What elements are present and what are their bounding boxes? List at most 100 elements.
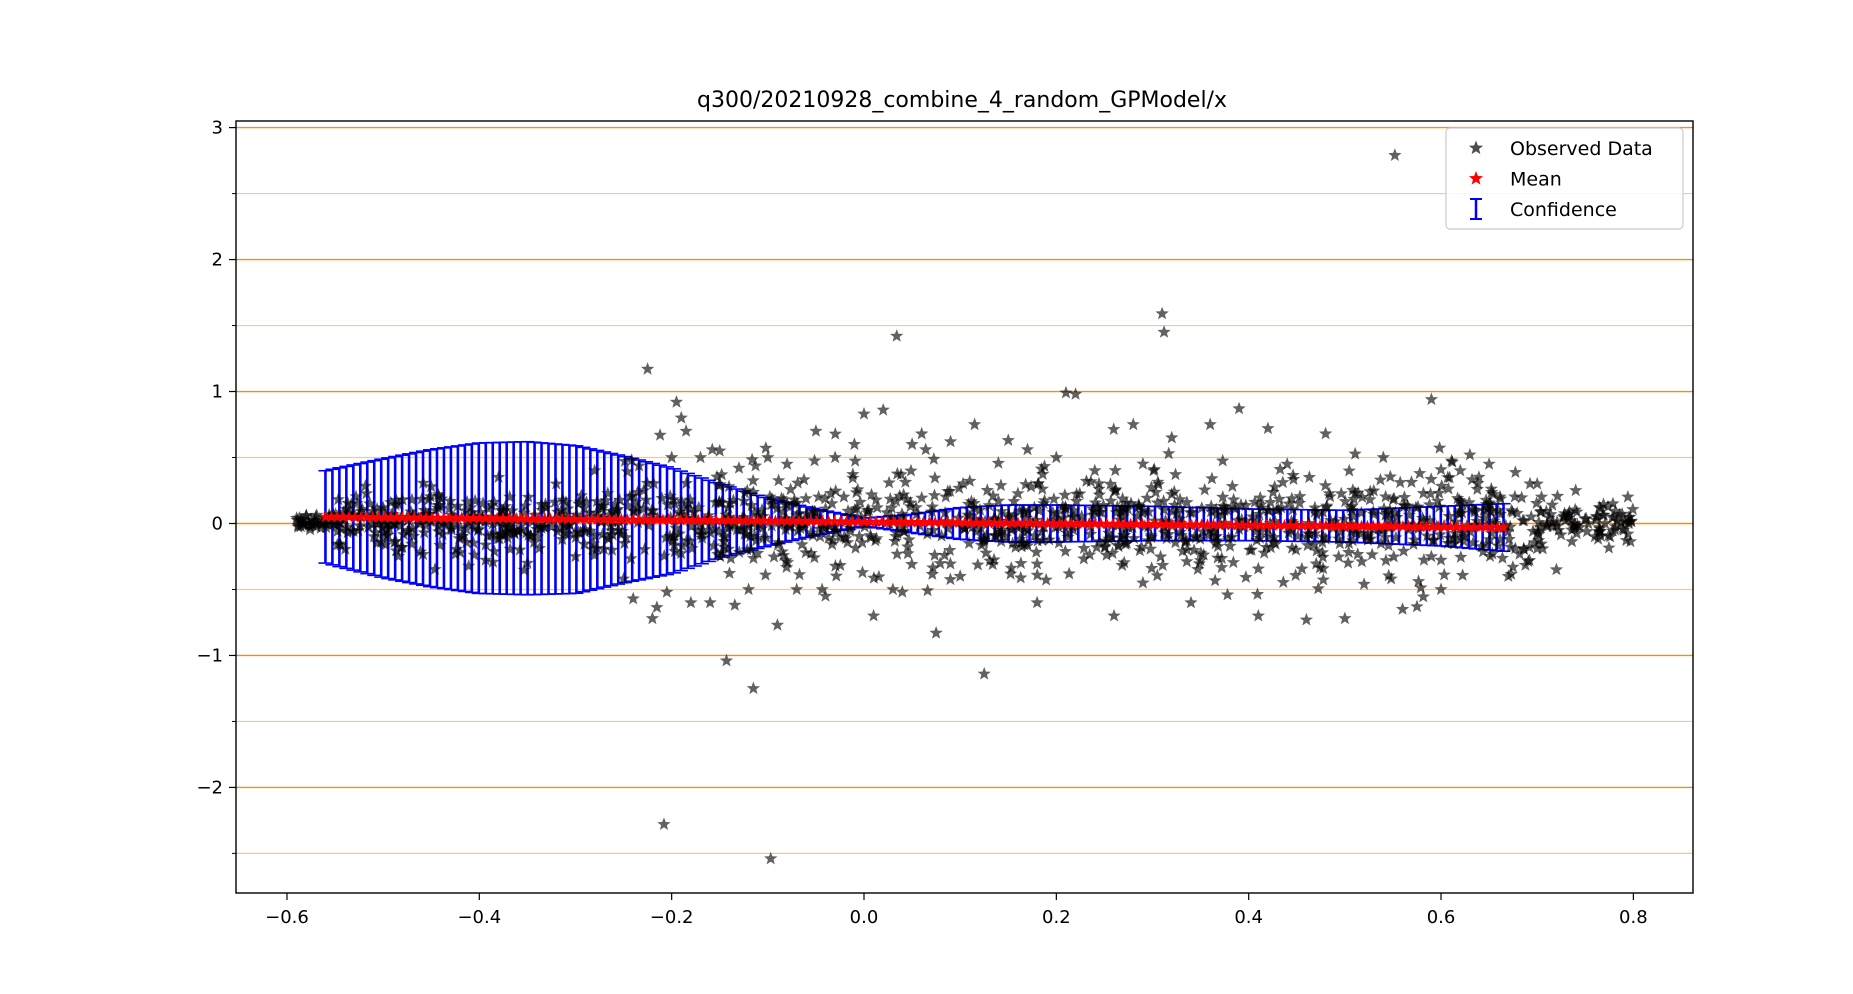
observed-data-point <box>1550 514 1564 528</box>
observed-data-point <box>1456 534 1471 547</box>
mean-point <box>603 512 616 525</box>
observed-data-point <box>1083 527 1098 540</box>
observed-data-point <box>1568 516 1582 530</box>
mean-point <box>828 515 841 527</box>
mean-point <box>1426 520 1439 533</box>
observed-data-point <box>750 519 764 532</box>
observed-data-point <box>1014 556 1028 569</box>
observed-data-point <box>991 494 1006 507</box>
mean-point <box>769 514 782 527</box>
observed-data-point <box>779 522 793 536</box>
mean-point <box>485 511 498 524</box>
observed-data-point <box>1527 535 1541 549</box>
observed-data-point <box>339 502 353 515</box>
observed-data-point <box>1100 548 1114 561</box>
mean-point <box>1337 519 1350 532</box>
observed-data-point <box>1457 529 1471 542</box>
observed-data-point <box>854 510 868 523</box>
observed-data-point <box>1167 484 1181 498</box>
observed-data-point <box>391 497 406 511</box>
mean-point <box>1236 518 1250 531</box>
observed-data-point <box>534 497 549 510</box>
mean-point <box>1325 519 1338 532</box>
mean-point <box>869 515 883 528</box>
observed-data-point <box>1508 465 1522 478</box>
x-tick-label: 0.6 <box>1427 907 1456 928</box>
mean-point <box>556 512 569 525</box>
observed-data-point <box>1347 492 1361 505</box>
x-tick-label: 0.8 <box>1619 907 1648 928</box>
observed-data-point <box>1173 492 1187 506</box>
observed-data-point <box>863 528 878 542</box>
observed-data-point <box>973 503 987 516</box>
observed-data-point <box>692 500 706 514</box>
observed-data-point <box>707 522 721 536</box>
observed-data-point <box>790 582 804 596</box>
observed-data-point <box>1434 553 1448 566</box>
observed-data-point <box>756 531 770 545</box>
observed-data-point <box>674 494 689 507</box>
observed-data-point <box>882 475 896 489</box>
observed-data-point <box>1623 510 1637 523</box>
observed-data-point <box>943 484 957 497</box>
observed-data-point <box>618 454 632 467</box>
observed-data-point <box>776 492 791 506</box>
observed-data-point <box>1378 508 1393 521</box>
observed-data-point <box>1263 529 1277 542</box>
observed-data-point <box>1030 556 1044 570</box>
observed-data-point <box>1168 535 1183 549</box>
observed-data-point <box>1252 507 1266 520</box>
observed-data-point <box>829 484 843 497</box>
observed-data-point <box>958 521 972 535</box>
observed-data-point <box>326 517 341 530</box>
observed-data-point <box>1416 486 1430 499</box>
observed-data-point <box>1467 503 1481 517</box>
mean-point <box>354 510 368 523</box>
observed-data-point <box>1027 500 1041 514</box>
observed-data-point <box>1253 531 1267 544</box>
legend-box <box>1445 127 1684 230</box>
observed-data-point <box>1361 526 1375 540</box>
observed-data-point <box>926 523 940 536</box>
observed-data-point <box>539 500 553 514</box>
observed-data-point <box>994 525 1008 538</box>
observed-data-point <box>423 489 438 503</box>
observed-data-point <box>1058 502 1072 516</box>
observed-data-point <box>1589 513 1603 526</box>
observed-data-point <box>617 536 632 549</box>
observed-data-point <box>1546 519 1560 533</box>
observed-data-point <box>1136 575 1150 589</box>
observed-data-point <box>416 547 430 561</box>
observed-data-point <box>506 525 520 539</box>
observed-data-point <box>1226 500 1240 513</box>
mean-point <box>911 515 924 528</box>
observed-data-point <box>1608 522 1622 536</box>
mean-point <box>1408 520 1421 532</box>
observed-data-point <box>1272 492 1287 505</box>
observed-data-point <box>549 476 563 490</box>
observed-data-point <box>621 498 635 512</box>
observed-data-point <box>533 520 547 533</box>
mean-point <box>1100 517 1114 530</box>
observed-data-point <box>1261 421 1275 435</box>
observed-data-point <box>1083 547 1097 561</box>
observed-data-point <box>1066 523 1080 536</box>
observed-data-point <box>667 496 682 510</box>
observed-data-point <box>1042 532 1056 546</box>
observed-data-point <box>1115 558 1129 571</box>
observed-data-point <box>998 529 1013 543</box>
observed-data-point <box>829 569 843 582</box>
observed-data-point <box>629 495 643 508</box>
x-tick-label: −0.2 <box>650 907 694 928</box>
observed-data-point <box>1280 457 1294 470</box>
observed-data-point <box>772 473 786 487</box>
observed-data-point <box>612 523 626 536</box>
mean-point <box>727 514 741 526</box>
observed-data-point <box>1381 538 1396 552</box>
mean-point <box>763 514 776 527</box>
observed-data-point <box>883 492 897 505</box>
observed-data-point <box>1107 422 1121 435</box>
observed-data-point <box>1503 519 1517 533</box>
observed-data-point <box>746 473 760 487</box>
